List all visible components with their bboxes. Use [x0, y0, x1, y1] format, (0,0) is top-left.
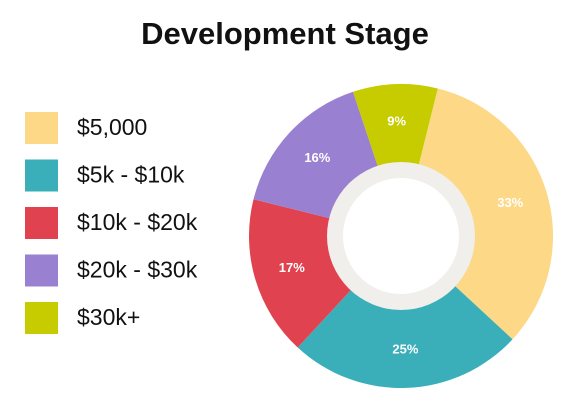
- legend-label: $20k - $30k: [77, 257, 198, 283]
- donut-slice: [353, 84, 438, 236]
- legend-label: $30k+: [77, 304, 140, 330]
- donut-hole: [343, 178, 459, 294]
- chart-title: Development Stage: [141, 16, 429, 51]
- donut-slice: [297, 236, 513, 388]
- legend-swatch: [25, 254, 58, 287]
- legend-swatch: [25, 112, 58, 144]
- data-label: 17%: [279, 260, 305, 275]
- data-label: 16%: [304, 150, 330, 165]
- donut-slice: [401, 88, 553, 340]
- legend-label: $5k - $10k: [77, 162, 185, 188]
- legend-label: $10k - $20k: [77, 209, 198, 235]
- data-label: 33%: [497, 195, 523, 210]
- legend-swatch: [25, 159, 58, 192]
- legend-label: $5,000: [77, 114, 147, 140]
- legend-swatch: [25, 302, 58, 334]
- data-label: 9%: [387, 114, 406, 129]
- legend-swatch: [25, 207, 58, 239]
- data-label: 25%: [392, 341, 418, 356]
